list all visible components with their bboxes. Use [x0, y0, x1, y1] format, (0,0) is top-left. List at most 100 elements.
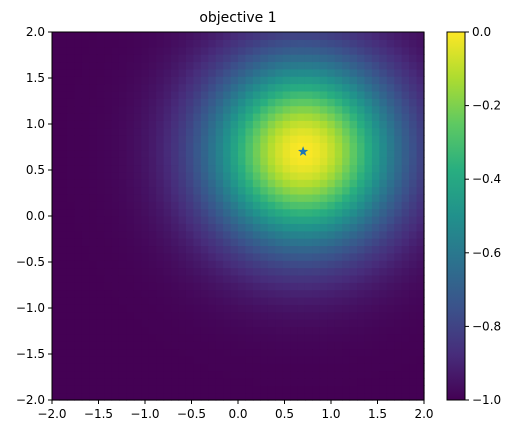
heatmap-cell — [386, 274, 395, 283]
heatmap-cell — [304, 208, 313, 217]
heatmap-cell — [409, 282, 418, 291]
heatmap-cell — [193, 238, 202, 247]
heatmap-cell — [401, 260, 410, 269]
heatmap-cell — [163, 186, 172, 195]
heatmap-cell — [342, 296, 351, 305]
heatmap-cell — [349, 385, 358, 394]
heatmap-cell — [52, 348, 61, 357]
heatmap-cell — [74, 171, 83, 180]
heatmap-cell — [185, 304, 194, 313]
heatmap-cell — [334, 348, 343, 357]
heatmap-cell — [245, 68, 254, 77]
heatmap-cell — [185, 363, 194, 372]
heatmap-cell — [66, 304, 75, 313]
heatmap-cell — [148, 186, 157, 195]
heatmap-cell — [66, 230, 75, 239]
heatmap-cell — [185, 319, 194, 327]
heatmap-cell — [223, 179, 232, 188]
heatmap-cell — [416, 326, 425, 335]
heatmap-cell — [364, 392, 373, 401]
heatmap-cell — [319, 68, 328, 77]
heatmap-cell — [334, 370, 343, 379]
heatmap-cell — [386, 333, 395, 342]
heatmap-cell — [111, 377, 120, 386]
heatmap-cell — [416, 83, 425, 92]
heatmap-cell — [297, 186, 306, 195]
heatmap-cell — [342, 83, 351, 92]
heatmap-cell — [178, 311, 187, 320]
heatmap-cell — [74, 142, 83, 151]
heatmap-cell — [81, 230, 90, 239]
heatmap-cell — [148, 341, 157, 350]
heatmap-cell — [89, 98, 98, 107]
heatmap-cell — [178, 179, 187, 188]
heatmap-cell — [133, 201, 142, 210]
heatmap-cell — [334, 208, 343, 217]
heatmap-cell — [379, 208, 388, 217]
heatmap-cell — [52, 274, 61, 283]
heatmap-cell — [349, 157, 358, 166]
heatmap-cell — [349, 68, 358, 77]
heatmap-cell — [379, 157, 388, 166]
heatmap-cell — [357, 68, 366, 77]
heatmap-cell — [409, 201, 418, 210]
heatmap-cell — [364, 142, 373, 151]
heatmap-cell — [245, 54, 254, 63]
heatmap-cell — [409, 216, 418, 224]
heatmap-cell — [66, 186, 75, 195]
heatmap-cell — [104, 54, 113, 63]
heatmap-cell — [409, 32, 418, 40]
heatmap-cell — [96, 304, 105, 313]
heatmap-cell — [118, 348, 127, 357]
heatmap-cell — [66, 311, 75, 320]
heatmap-cell — [416, 105, 425, 114]
heatmap-cell — [252, 68, 261, 77]
heatmap-cell — [156, 289, 165, 298]
heatmap-cell — [319, 333, 328, 342]
heatmap-cell — [312, 179, 321, 188]
heatmap-cell — [193, 333, 202, 342]
heatmap-cell — [282, 296, 291, 305]
heatmap-cell — [342, 267, 351, 276]
heatmap-cell — [118, 127, 127, 136]
heatmap-cell — [275, 193, 284, 202]
heatmap-cell — [275, 230, 284, 239]
heatmap-cell — [96, 296, 105, 305]
heatmap-cell — [394, 32, 403, 40]
heatmap-cell — [200, 260, 209, 269]
heatmap-cell — [81, 245, 90, 254]
heatmap-cell — [260, 333, 269, 342]
heatmap-cell — [349, 341, 358, 350]
heatmap-cell — [394, 76, 403, 85]
heatmap-cell — [223, 83, 232, 92]
heatmap-cell — [74, 355, 83, 364]
heatmap-cell — [230, 230, 239, 239]
heatmap-cell — [171, 223, 180, 232]
heatmap-cell — [379, 282, 388, 291]
heatmap-cell — [252, 245, 261, 254]
heatmap-cell — [89, 392, 98, 401]
heatmap-cell — [52, 238, 61, 247]
y-tick-label: 1.0 — [26, 117, 45, 131]
heatmap-cell — [215, 333, 224, 342]
heatmap-cell — [416, 377, 425, 386]
heatmap-cell — [238, 112, 247, 121]
heatmap-cell — [238, 282, 247, 291]
heatmap-cell — [275, 282, 284, 291]
heatmap-cell — [252, 208, 261, 217]
heatmap-cell — [52, 208, 61, 217]
heatmap-cell — [371, 385, 380, 394]
heatmap-cell — [275, 164, 284, 173]
heatmap-cell — [118, 105, 127, 114]
heatmap-cell — [89, 193, 98, 202]
heatmap-cell — [379, 319, 388, 327]
heatmap-cell — [156, 319, 165, 327]
heatmap-cell — [148, 157, 157, 166]
heatmap-cell — [171, 186, 180, 195]
heatmap-cell — [371, 98, 380, 107]
heatmap-cell — [312, 282, 321, 291]
heatmap-cell — [163, 223, 172, 232]
heatmap-cell — [193, 112, 202, 121]
heatmap-cell — [409, 252, 418, 261]
heatmap-cell — [111, 135, 120, 143]
